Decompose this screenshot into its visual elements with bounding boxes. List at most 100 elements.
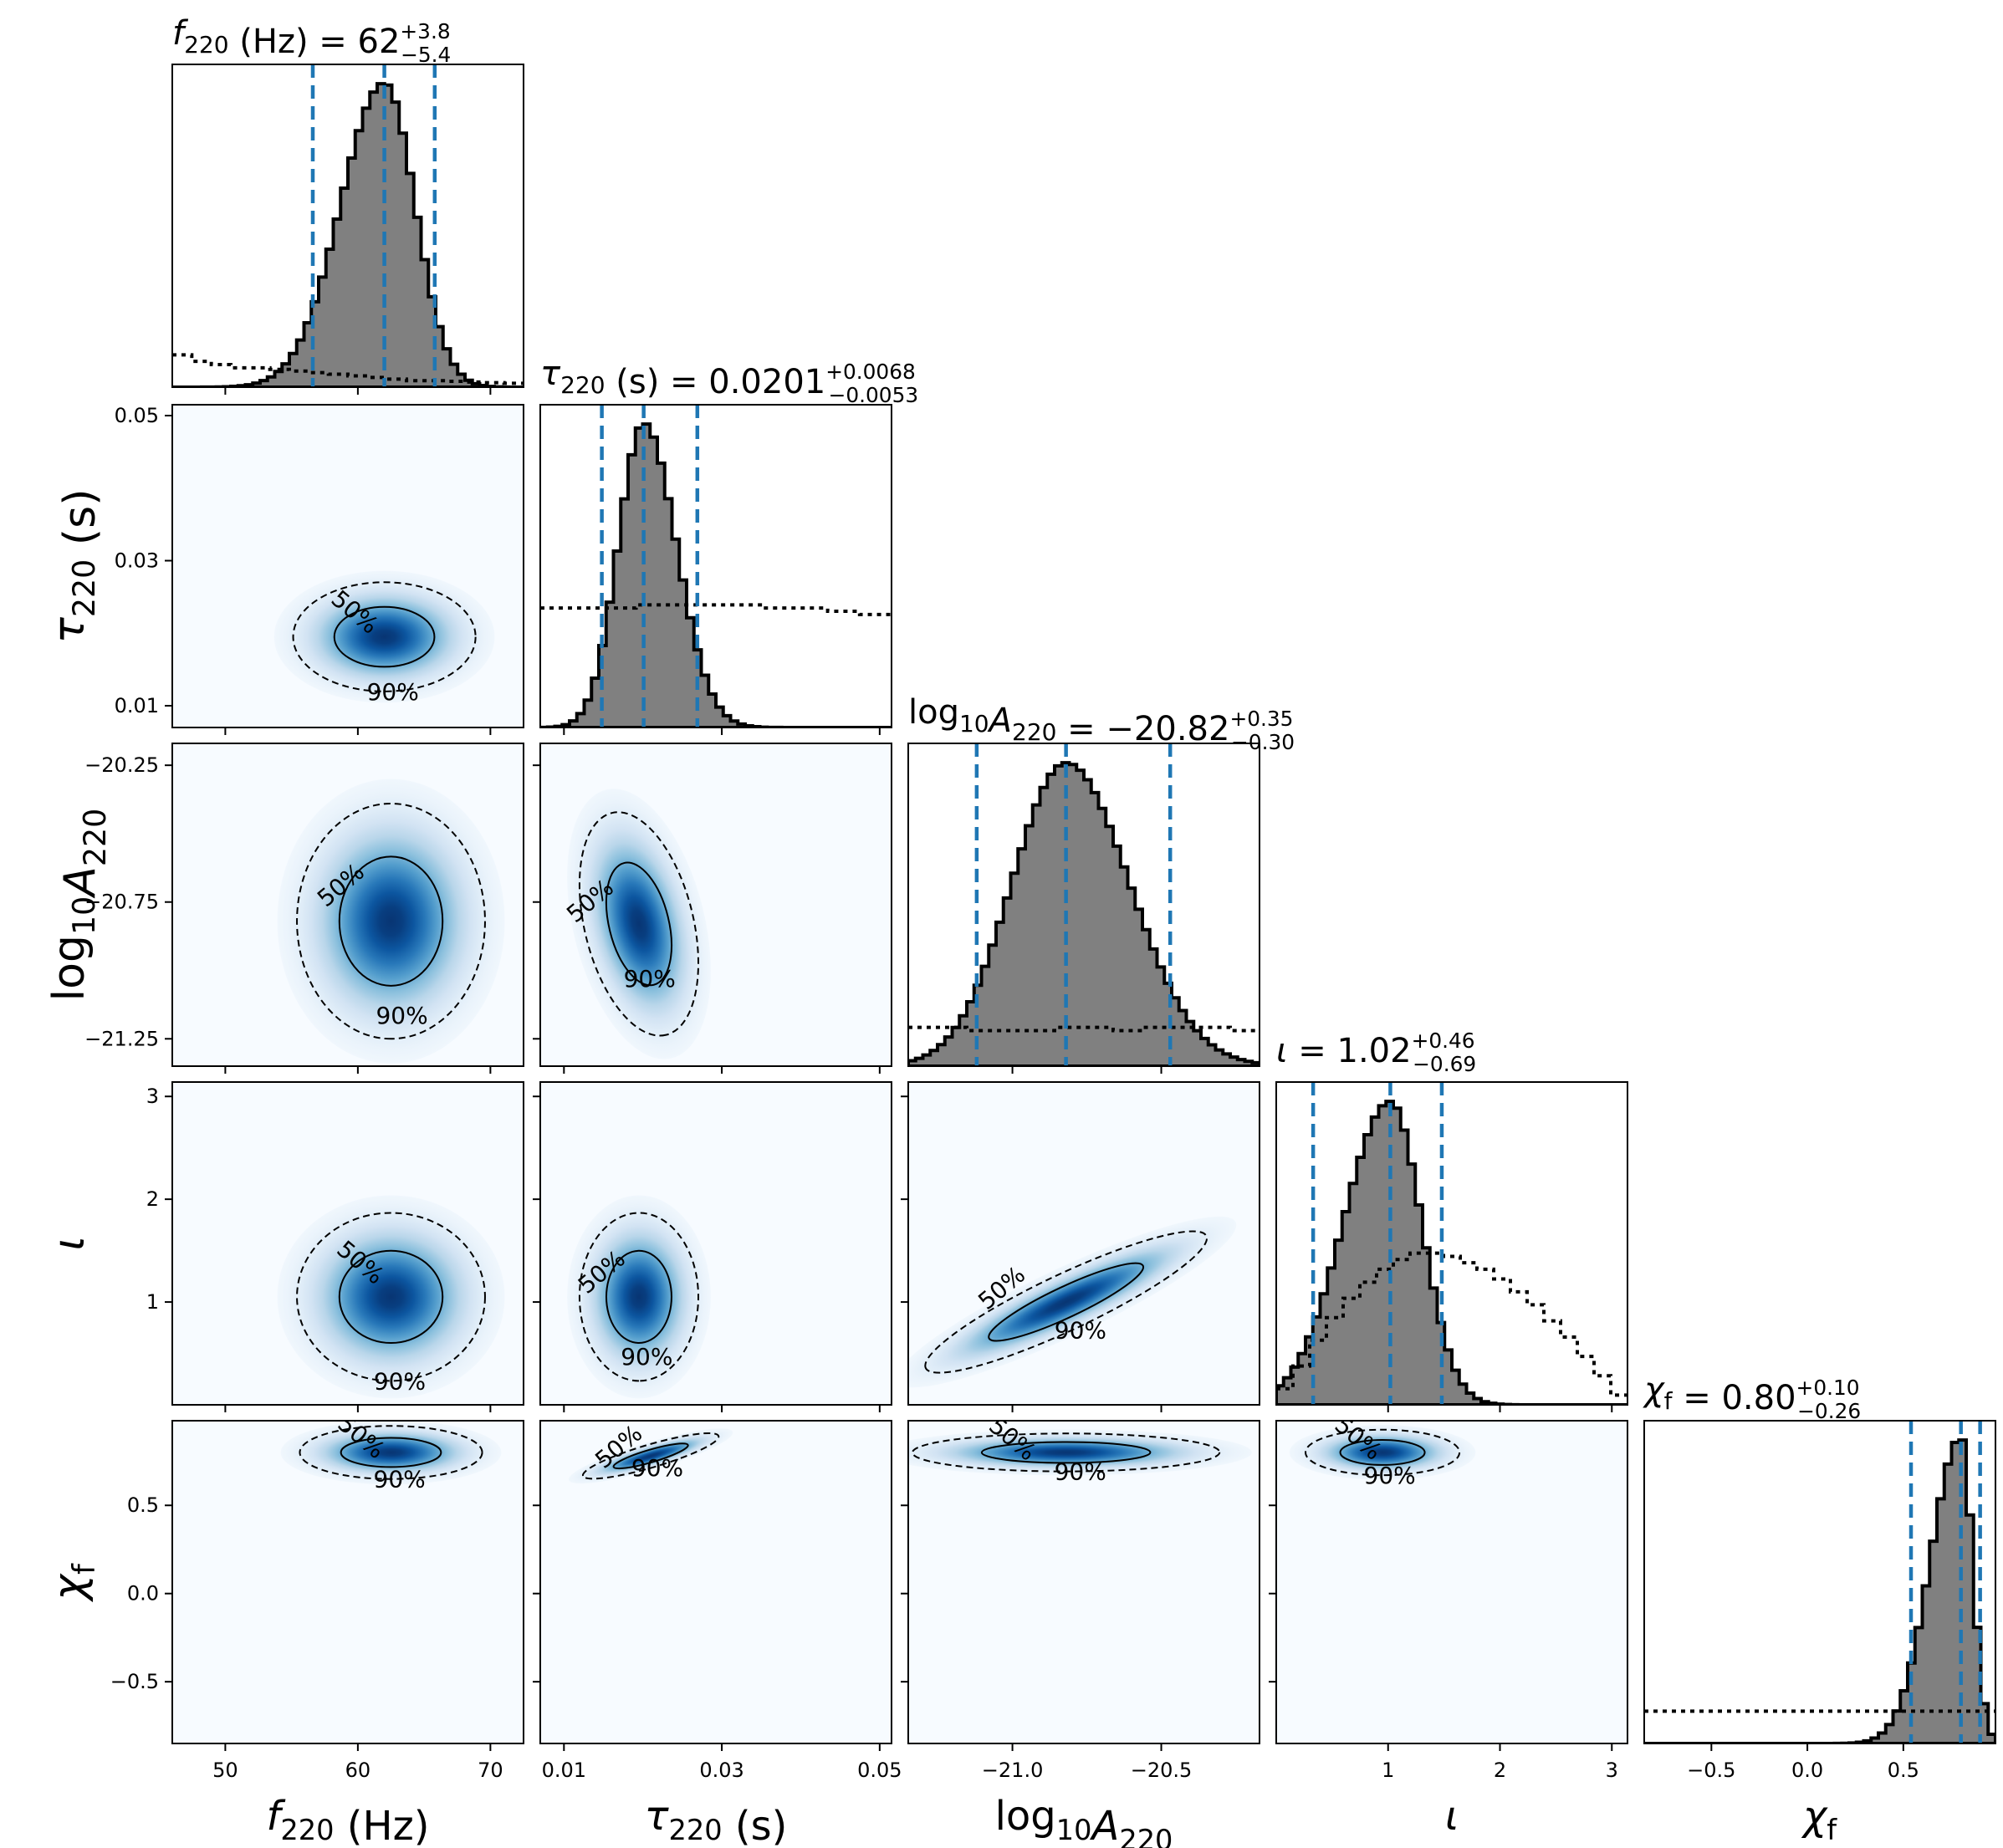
title-logA: log10A220 = −20.82+0.35 −0.30 [908, 693, 1295, 754]
density-blob [567, 1195, 711, 1399]
density-blob [1289, 1425, 1476, 1480]
contour-50 [338, 1249, 444, 1345]
x-tick-label-chi: 0.5 [1888, 1759, 1919, 1782]
contour-label-90: 90% [624, 965, 676, 993]
histogram-f [171, 64, 524, 395]
contour-50 [338, 855, 444, 987]
xlabel-logA: log10A220 [995, 1793, 1173, 1848]
contour-50 [988, 1262, 1145, 1342]
panel-frame [171, 743, 524, 1067]
density-blob [908, 1429, 1252, 1476]
contour-90 [299, 1425, 483, 1480]
x-tick-label-logA: −20.5 [1131, 1759, 1193, 1782]
density-f-chi: 50%90% [165, 1420, 524, 1751]
contour-label-90: 90% [621, 1343, 672, 1371]
x-tick-label-tau: 0.01 [542, 1759, 586, 1782]
y-tick-label-tau: 0.03 [115, 549, 159, 572]
xlabel-f: f220 (Hz) [267, 1793, 430, 1848]
contour-50 [605, 861, 672, 987]
density-f-tau: 50%90% [165, 404, 524, 735]
prior-line-tau [540, 603, 892, 616]
histogram-chi [1643, 1420, 1996, 1751]
density-blob [280, 1421, 502, 1485]
posterior-bars-chi [1644, 1438, 1995, 1743]
ylabel-text-iota: ι [44, 1236, 95, 1251]
frame-chi [1643, 1420, 1996, 1744]
frame-iota [1275, 1081, 1628, 1406]
y-tick-label-tau: 0.01 [115, 694, 159, 717]
frame-tau [539, 404, 892, 728]
y-tick-label-iota: 2 [146, 1187, 159, 1211]
title-chi: χf = 0.80+0.10 −0.26 [1643, 1371, 1861, 1423]
contour-label-90: 90% [374, 1466, 426, 1493]
density-blob [567, 789, 711, 1059]
y-tick-label-chi: 0.5 [127, 1493, 159, 1517]
panel-frame [539, 743, 892, 1067]
contour-90 [578, 811, 699, 1037]
density-blob [277, 779, 505, 1064]
x-tick-label-f: 60 [345, 1759, 371, 1782]
contour-label-90: 90% [1055, 1317, 1106, 1345]
panel-frame [539, 1420, 892, 1744]
x-tick-label-chi: 0.0 [1791, 1759, 1823, 1782]
posterior-bars-f [172, 82, 524, 387]
y-tick-label-tau: 0.05 [115, 404, 159, 427]
posterior-bars-tau [540, 422, 892, 727]
contour-50 [612, 1442, 689, 1470]
density-logA-chi: 50%90% [901, 1420, 1260, 1751]
y-tick-label-logA: −21.25 [84, 1027, 159, 1050]
x-tick-label-tau: 0.05 [857, 1759, 902, 1782]
contour-90 [911, 1432, 1221, 1473]
contour-50 [333, 605, 436, 668]
density-tau-chi: 50%90% [533, 1420, 892, 1751]
contour-label-90: 90% [367, 678, 419, 706]
contour-50 [340, 1437, 442, 1468]
contour-90 [1305, 1428, 1461, 1477]
contour-90 [292, 581, 477, 692]
panel-frame [171, 1081, 524, 1406]
posterior-bars-logA [908, 761, 1260, 1066]
contour-label-90: 90% [631, 1454, 683, 1482]
xlabel-iota: ι [1445, 1793, 1459, 1840]
panel-frame [907, 1420, 1260, 1744]
y-tick-label-chi: −0.5 [110, 1670, 159, 1693]
density-f-iota: 50%90% [165, 1081, 524, 1412]
contour-label-90: 90% [374, 1367, 426, 1395]
contour-90 [296, 802, 486, 1040]
density-tau-iota: 50%90% [533, 1081, 892, 1412]
x-tick-label-f: 50 [212, 1759, 238, 1782]
title-f: f220 (Hz) = 62+3.8 −5.4 [172, 14, 451, 67]
frame-f [171, 64, 524, 388]
density-blob [908, 1216, 1237, 1388]
panel-frame [171, 404, 524, 728]
contour-90 [924, 1230, 1208, 1374]
title-iota: ι = 1.02+0.46 −0.69 [1276, 1029, 1476, 1076]
title-tau: τ220 (s) = 0.0201+0.0068 −0.0053 [540, 355, 918, 407]
contour-90 [581, 1432, 720, 1480]
ylabel-text-logA: log10A220 [44, 809, 113, 1002]
posterior-bars-iota [1276, 1100, 1627, 1405]
x-tick-label-iota: 1 [1382, 1759, 1394, 1782]
y-tick-label-iota: 1 [146, 1290, 159, 1314]
density-f-logA: 50%90% [165, 743, 524, 1074]
histogram-iota [1275, 1081, 1628, 1412]
contour-label-90: 90% [376, 1002, 427, 1029]
x-tick-label-tau: 0.03 [699, 1759, 743, 1782]
y-tick-label-chi: 0.0 [127, 1582, 159, 1606]
panel-frame [539, 1081, 892, 1406]
ylabel-iota: ι [44, 1236, 95, 1251]
density-logA-iota: 50%90% [901, 1081, 1260, 1412]
contour-50 [605, 1249, 672, 1345]
density-iota-chi: 50%90% [1269, 1420, 1628, 1751]
ylabel-tau: τ220 (s) [44, 489, 105, 644]
ylabel-text-tau: τ220 (s) [44, 489, 105, 644]
contour-90 [578, 1212, 699, 1382]
histogram-tau [539, 404, 892, 735]
x-tick-label-logA: −21.0 [982, 1759, 1044, 1782]
density-blob [273, 570, 495, 703]
x-tick-label-iota: 2 [1494, 1759, 1506, 1782]
y-tick-label-logA: −20.25 [84, 753, 159, 777]
contour-label-90: 90% [1364, 1462, 1416, 1489]
x-tick-label-iota: 3 [1606, 1759, 1618, 1782]
